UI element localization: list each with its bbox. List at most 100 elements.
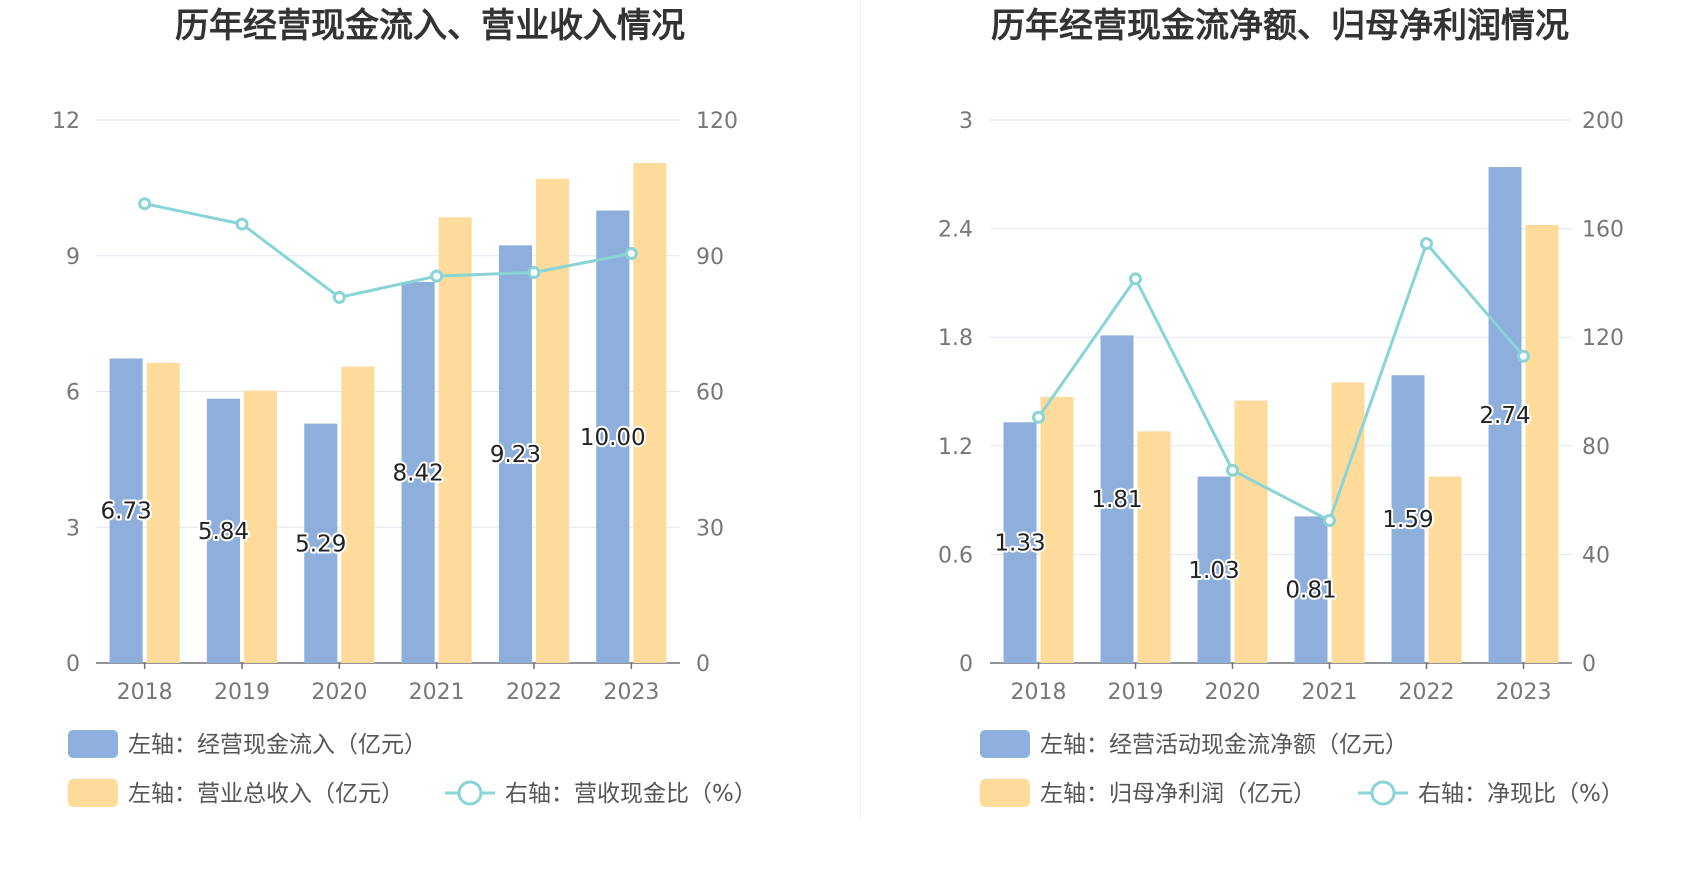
y-right-tick-label: 200 — [1582, 109, 1624, 134]
line-point — [430, 269, 444, 283]
line-point — [332, 290, 346, 304]
line-point — [1129, 272, 1142, 286]
legend-label: 右轴：营收现金比（%） — [505, 781, 757, 807]
line-point — [624, 246, 638, 260]
legend-line-marker — [1370, 780, 1396, 806]
y-left-tick-label: 1.8 — [938, 326, 973, 351]
y-left-tick-label: 2.4 — [938, 218, 973, 243]
chart-title: 历年经营现金流入、营业收入情况 — [175, 6, 685, 46]
bar-series-1 — [401, 281, 435, 663]
bar-series-2 — [438, 217, 472, 663]
x-tick-label: 2019 — [1108, 680, 1164, 705]
bar-series-2 — [1525, 224, 1559, 664]
y-right-tick-label: 0 — [1582, 652, 1596, 677]
bar-series-2 — [1137, 431, 1171, 663]
legend-label: 右轴：净现比（%） — [1418, 781, 1624, 807]
y-right-tick-label: 160 — [1582, 218, 1624, 243]
line-series — [1037, 240, 1525, 523]
bar-series-2 — [1234, 400, 1268, 663]
x-tick-label: 2018 — [1011, 680, 1067, 705]
bar-series-2 — [633, 162, 667, 664]
y-right-tick-label: 30 — [696, 516, 724, 541]
line-point — [1420, 237, 1433, 251]
data-label: 10.00 — [580, 425, 646, 451]
legend-swatch — [68, 779, 118, 807]
bar-series-1 — [596, 210, 630, 663]
bar-series-2 — [146, 362, 180, 663]
legend-label: 左轴：归母净利润（亿元） — [1040, 781, 1316, 807]
y-left-tick-label: 3 — [959, 109, 973, 134]
x-tick-label: 2021 — [409, 680, 465, 705]
line-point — [1323, 513, 1336, 527]
y-left-tick-label: 12 — [52, 109, 80, 134]
legend-swatch — [68, 730, 118, 758]
bar-series-1 — [1100, 335, 1134, 663]
bar-series-1 — [1391, 375, 1425, 663]
data-label: 2.74 — [1479, 403, 1530, 429]
data-label: 1.33 — [994, 531, 1045, 557]
bar-series-2 — [536, 178, 570, 663]
x-tick-label: 2020 — [1205, 680, 1261, 705]
y-right-tick-label: 40 — [1582, 543, 1610, 568]
x-tick-label: 2022 — [506, 680, 562, 705]
y-left-tick-label: 3 — [66, 516, 80, 541]
y-left-tick-label: 0 — [959, 652, 973, 677]
y-left-tick-label: 9 — [66, 245, 80, 270]
legend-swatch — [980, 730, 1030, 758]
x-tick-label: 2018 — [117, 680, 173, 705]
panel-divider — [860, 0, 861, 820]
bar-series-2 — [1040, 396, 1074, 663]
y-right-tick-label: 120 — [1582, 326, 1624, 351]
x-tick-label: 2020 — [311, 680, 367, 705]
legend-label: 左轴：经营活动现金流净额（亿元） — [1040, 732, 1408, 758]
bar-series-1 — [498, 245, 532, 663]
chart-panel-net-cashflow-profit: 历年经营现金流净额、归母净利润情况 0 0.6 1.2 1.8 2.4 3 0 40 80 120… — [860, 0, 1700, 874]
y-right-tick-label: 120 — [696, 109, 738, 134]
legend-line-marker — [457, 780, 483, 806]
bar-series-1 — [109, 358, 143, 663]
legend-label: 左轴：经营现金流入（亿元） — [128, 732, 427, 758]
y-right-tick-label: 60 — [696, 381, 724, 406]
data-label: 0.81 — [1285, 578, 1336, 604]
chart-panel-cash-inflow-revenue: 历年经营现金流入、营业收入情况 0 3 6 9 12 0 30 60 90 120 2018 2019… — [52, 6, 757, 807]
y-right-tick-label: 0 — [696, 652, 710, 677]
data-label: 5.29 — [295, 531, 346, 557]
data-label: 5.84 — [198, 519, 249, 545]
y-left-tick-label: 0.6 — [938, 543, 973, 568]
x-tick-label: 2023 — [1496, 680, 1552, 705]
bar-series-2 — [1331, 382, 1365, 663]
y-right-tick-label: 80 — [1582, 435, 1610, 460]
bar-series-1 — [1197, 476, 1231, 663]
data-label: 1.81 — [1091, 487, 1142, 513]
bar-series-1 — [1003, 422, 1037, 663]
x-tick-label: 2021 — [1302, 680, 1358, 705]
data-label: 1.03 — [1188, 558, 1239, 584]
line-point — [527, 265, 541, 279]
line-point — [1517, 349, 1530, 363]
line-point — [138, 197, 152, 211]
bar-series-1 — [206, 398, 240, 663]
data-label: 9.23 — [490, 442, 541, 468]
bar-series-1 — [1294, 516, 1328, 663]
y-left-tick-label: 0 — [66, 652, 80, 677]
x-tick-label: 2023 — [603, 680, 659, 705]
chart-net-cashflow-profit: 0 0.6 1.2 1.8 2.4 3 0 40 80 120 160 200 2018 2019 2020… — [938, 109, 1624, 807]
chart-title: 历年经营现金流净额、归母净利润情况 — [991, 6, 1569, 46]
line-point — [1032, 410, 1045, 424]
y-right-tick-label: 90 — [696, 245, 724, 270]
line-point — [235, 217, 249, 231]
line-series — [144, 202, 632, 299]
data-label: 8.42 — [393, 460, 444, 486]
bar-series-1 — [304, 423, 338, 663]
legend-swatch — [980, 779, 1030, 807]
y-left-tick-label: 6 — [66, 381, 80, 406]
bar-series-2 — [1428, 476, 1462, 663]
data-label: 6.73 — [101, 499, 152, 525]
x-tick-label: 2022 — [1399, 680, 1455, 705]
bar-series-1 — [1488, 167, 1522, 663]
y-left-tick-label: 1.2 — [938, 435, 973, 460]
x-tick-label: 2019 — [214, 680, 270, 705]
data-label: 1.59 — [1382, 507, 1433, 533]
legend-label: 左轴：营业总收入（亿元） — [128, 781, 404, 807]
